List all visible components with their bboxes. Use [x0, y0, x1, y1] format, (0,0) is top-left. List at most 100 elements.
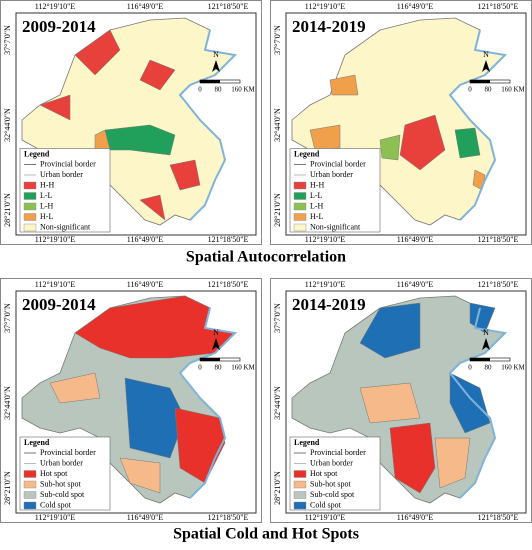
legend-label: Sub-hot spot	[40, 479, 81, 488]
period-label: 2009-2014	[22, 295, 96, 314]
section-title: Spatial Cold and Hot Spots	[173, 526, 359, 543]
legend-swatch	[293, 501, 307, 510]
legend-swatch	[293, 480, 307, 489]
map-region	[49, 372, 101, 404]
longitude-label: 121°18'50"E	[208, 235, 249, 244]
scale-label: 160 KM	[501, 364, 525, 372]
scale-bar	[470, 358, 490, 361]
longitude-label: 112°19'10"E	[35, 513, 76, 522]
north-label: N	[483, 50, 489, 59]
longitude-label: 116°49'0"E	[127, 2, 164, 11]
longitude-label: 112°19'10"E	[305, 280, 346, 289]
scale-label: 160 KM	[231, 364, 255, 372]
legend-swatch	[23, 480, 37, 489]
period-label: 2014-2019	[292, 295, 366, 314]
longitude-label: 116°49'0"E	[127, 513, 164, 522]
latitude-label: 28°21'0"N	[273, 471, 282, 505]
map-region	[434, 437, 471, 489]
legend-title: Legend	[24, 149, 50, 158]
legend-swatch	[23, 491, 37, 499]
legend-label: Cold spot	[40, 500, 72, 509]
coastline	[178, 307, 238, 499]
scale-bar	[200, 358, 220, 361]
period-label: 2009-2014	[22, 17, 96, 36]
north-label: N	[213, 328, 219, 337]
longitude-label: 116°49'0"E	[127, 235, 164, 244]
legend-label: Hot spot	[310, 469, 338, 478]
latitude-label: 28°21'0"N	[273, 193, 282, 227]
longitude-label: 112°19'10"E	[35, 235, 76, 244]
north-label: N	[213, 50, 219, 59]
legend-label: Non-significant	[310, 222, 361, 231]
map-region	[379, 134, 401, 161]
map-region	[329, 74, 359, 96]
scale-label: 160 KM	[501, 86, 525, 94]
latitude-label: 28°21'0"N	[3, 193, 12, 227]
legend-swatch	[23, 192, 37, 200]
period-label: 2014-2019	[292, 17, 366, 36]
latitude-label: 37°7'0"N	[3, 25, 12, 55]
legend-swatch	[293, 213, 307, 221]
map-panel: 2009-2014 112°19'10"E 112°19'10"E 116°49'0"…	[0, 0, 262, 245]
legend-swatch	[293, 202, 307, 211]
longitude-label: 112°19'10"E	[305, 235, 346, 244]
map-panel: 2014-2019 112°19'10"E 112°19'10"E 116°49'0"…	[270, 278, 532, 523]
longitude-label: 116°49'0"E	[397, 280, 434, 289]
scale-bar	[200, 80, 220, 83]
legend-swatch	[293, 491, 307, 499]
legend-label: L-L	[310, 191, 323, 200]
legend-label: Urban border	[310, 170, 353, 179]
map-region	[74, 29, 121, 76]
latitude-label: 28°21'0"N	[3, 471, 12, 505]
legend-label: H-L	[310, 212, 323, 221]
map-panel: 2014-2019 112°19'10"E 112°19'10"E 116°49'0"…	[270, 0, 532, 245]
longitude-label: 121°18'50"E	[208, 2, 249, 11]
legend-label: Urban border	[40, 458, 83, 467]
legend-label: Provincial border	[310, 448, 366, 457]
scale-label: 160 KM	[231, 86, 255, 94]
scale-bar	[470, 80, 490, 83]
legend-swatch	[293, 192, 307, 200]
latitude-label: 32°44'0"N	[3, 108, 12, 142]
map-region	[169, 159, 201, 191]
legend-label: Provincial border	[40, 159, 96, 168]
map-region	[389, 422, 436, 494]
legend-swatch	[23, 181, 37, 190]
legend-swatch	[23, 202, 37, 211]
legend-label: Sub-cold spot	[40, 490, 85, 499]
latitude-label: 37°7'0"N	[273, 25, 282, 55]
legend-label: L-H	[40, 201, 54, 210]
longitude-label: 116°49'0"E	[397, 2, 434, 11]
latitude-label: 32°44'0"N	[273, 386, 282, 420]
map-region	[309, 124, 341, 151]
coastline	[448, 307, 508, 499]
longitude-label: 121°18'50"E	[478, 513, 519, 522]
legend-label: Sub-cold spot	[310, 490, 355, 499]
legend-label: Non-significant	[40, 222, 91, 231]
longitude-label: 116°49'0"E	[127, 280, 164, 289]
map-region	[449, 372, 491, 434]
map-region	[139, 59, 176, 91]
scale-label: 0	[468, 86, 472, 94]
legend-swatch	[23, 223, 37, 232]
longitude-label: 112°19'10"E	[35, 2, 76, 11]
legend-label: Urban border	[310, 458, 353, 467]
scale-label: 80	[215, 86, 223, 94]
section-title: Spatial Autocorrelation	[186, 249, 346, 266]
longitude-label: 112°19'10"E	[305, 2, 346, 11]
legend-swatch	[293, 181, 307, 190]
north-arrow	[212, 60, 220, 72]
longitude-label: 116°49'0"E	[397, 235, 434, 244]
north-arrow	[482, 338, 490, 350]
legend-label: L-H	[310, 201, 324, 210]
map-region	[39, 94, 71, 121]
legend-label: Hot spot	[40, 469, 68, 478]
legend-label: Urban border	[40, 170, 83, 179]
map-region	[139, 194, 166, 221]
legend-title: Legend	[24, 438, 50, 447]
legend-swatch	[293, 223, 307, 232]
longitude-label: 112°19'10"E	[35, 280, 76, 289]
scale-label: 80	[485, 86, 493, 94]
longitude-label: 116°49'0"E	[397, 513, 434, 522]
